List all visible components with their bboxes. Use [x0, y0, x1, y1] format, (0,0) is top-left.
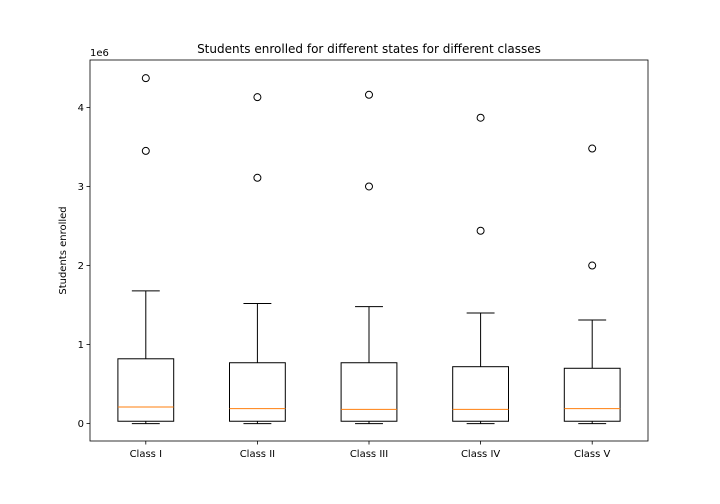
x-tick-label: Class V [574, 449, 610, 460]
y-tick-label: 4 [78, 103, 84, 114]
y-tick-label: 3 [78, 182, 84, 193]
y-tick-label: 1 [78, 340, 84, 351]
y-axis-label: Students enrolled [58, 206, 69, 294]
outlier-point [365, 182, 373, 191]
y-tick-label: 0 [78, 419, 84, 430]
outlier-point [253, 173, 262, 182]
outlier-point [476, 113, 485, 122]
outlier-point [141, 146, 150, 155]
box-iqr [452, 366, 510, 422]
outlier-point [365, 90, 373, 99]
plot-frame [89, 59, 649, 442]
outlier-point [588, 144, 597, 153]
box-iqr [563, 367, 621, 422]
box-iqr [117, 358, 175, 422]
x-tick-label: Class III [350, 449, 388, 460]
outlier-point [476, 226, 485, 235]
chart-title: Students enrolled for different states f… [197, 42, 541, 56]
box-iqr [229, 362, 286, 422]
y-tick-label: 2 [78, 261, 84, 272]
x-tick-label: Class IV [461, 449, 500, 460]
box-iqr [340, 362, 398, 422]
x-tick-label: Class I [130, 449, 162, 460]
outlier-point [253, 93, 262, 102]
y-offset-label: 1e6 [90, 48, 109, 59]
outlier-point [141, 74, 150, 83]
x-tick-label: Class II [240, 449, 275, 460]
outlier-point [588, 261, 597, 270]
